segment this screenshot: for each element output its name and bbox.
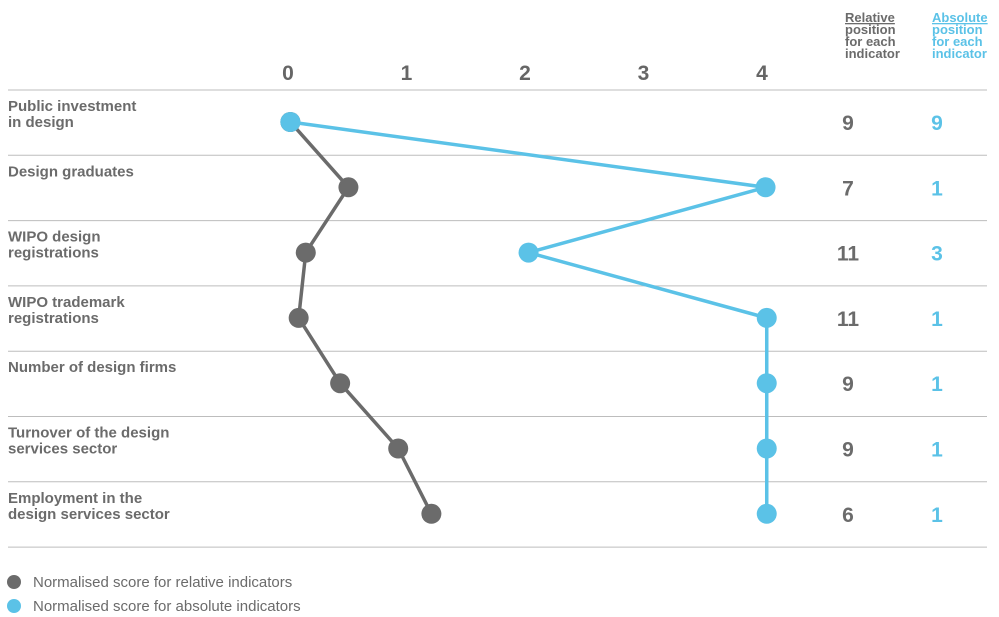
- category-label: Public investment: [8, 98, 136, 115]
- category-label: in design: [8, 114, 74, 131]
- category-label: services sector: [8, 441, 117, 458]
- absolute-position-value: 1: [931, 177, 943, 200]
- x-tick-label: 2: [519, 62, 531, 85]
- row-separators: [8, 89, 987, 548]
- category-label: registrations: [8, 310, 99, 327]
- absolute-position-value: 1: [931, 373, 943, 396]
- absolute-position-value: 3: [931, 243, 943, 266]
- relative-position-value: 7: [842, 177, 854, 200]
- relative-score-point: [388, 438, 409, 459]
- relative-position-header: Relative: [845, 10, 895, 25]
- relative-position-value: 6: [842, 504, 854, 527]
- absolute-series-line: [290, 120, 769, 514]
- x-tick-label: 4: [756, 62, 768, 85]
- x-tick-label: 1: [401, 62, 413, 85]
- relative-position-value: 9: [842, 112, 854, 135]
- relative-position-value: 9: [842, 373, 854, 396]
- category-label: Employment in the: [8, 490, 142, 507]
- absolute-score-point: [280, 112, 301, 132]
- absolute-position-header: indicator: [932, 46, 987, 61]
- legend-label: Normalised score for absolute indicators: [33, 598, 301, 615]
- category-label: design services sector: [8, 506, 170, 523]
- relative-position-header: position: [845, 22, 896, 37]
- absolute-position-value: 1: [931, 504, 943, 527]
- relative-series-line: [289, 120, 433, 515]
- x-tick-label: 0: [282, 62, 294, 85]
- relative-score-point: [421, 503, 442, 524]
- absolute-score-point: [755, 177, 776, 198]
- category-label: WIPO design: [8, 229, 101, 246]
- absolute-score-point: [756, 373, 777, 394]
- relative-position-value: 11: [837, 243, 860, 266]
- absolute-position-header: Absolute: [932, 10, 988, 25]
- absolute-position-header: for each: [932, 34, 983, 49]
- legend-absolute-marker: [7, 599, 21, 613]
- series-group: [280, 112, 777, 524]
- x-tick-label: 3: [638, 62, 650, 85]
- absolute-score-point: [756, 438, 777, 459]
- relative-score-point: [330, 373, 351, 394]
- category-label: Design graduates: [8, 163, 134, 180]
- category-label: registrations: [8, 245, 99, 262]
- category-label: Number of design firms: [8, 359, 176, 376]
- relative-position-header: for each: [845, 34, 896, 49]
- absolute-score-point: [756, 503, 777, 524]
- relative-position-value: 9: [842, 439, 854, 462]
- relative-score-point: [338, 177, 359, 198]
- category-label: WIPO trademark: [8, 294, 125, 311]
- legend: Normalised score for relative indicators…: [7, 574, 301, 615]
- relative-score-point: [295, 242, 316, 263]
- category-label: Turnover of the design: [8, 425, 169, 442]
- absolute-position-value: 9: [931, 112, 943, 135]
- relative-position-header: indicator: [845, 46, 900, 61]
- x-axis-ticks: 0 1 2 3 4: [282, 62, 768, 85]
- legend-relative-marker: [7, 575, 21, 589]
- relative-position-value: 11: [837, 308, 860, 331]
- absolute-position-header: position: [932, 22, 983, 37]
- absolute-score-point: [756, 307, 777, 328]
- absolute-score-point: [518, 242, 539, 263]
- absolute-position-value: 1: [931, 308, 943, 331]
- relative-score-point: [288, 307, 309, 328]
- legend-label: Normalised score for relative indicators: [33, 574, 292, 591]
- absolute-position-value: 1: [931, 439, 943, 462]
